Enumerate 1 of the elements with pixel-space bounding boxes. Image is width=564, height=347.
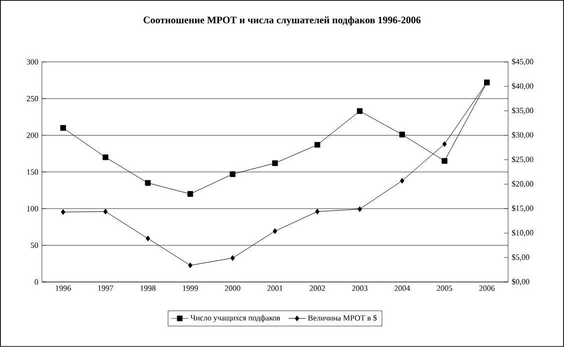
- chart-title: Соотношение МРОТ и числа слушателей подфаков 1996-2006: [144, 16, 421, 26]
